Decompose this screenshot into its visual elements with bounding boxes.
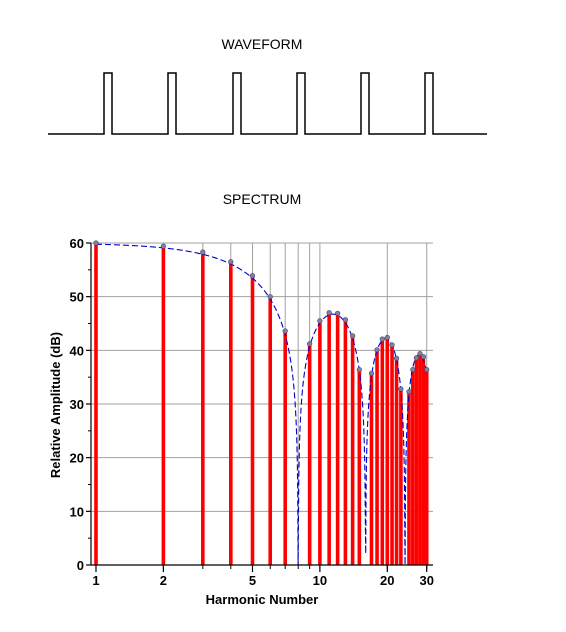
plot-area: 0 10 20 30 40 50 60 1 2 5 10 20 30 bbox=[70, 236, 434, 588]
y-tick-label: 40 bbox=[70, 343, 84, 358]
y-tick-label: 50 bbox=[70, 290, 84, 305]
point-harmonic-9 bbox=[307, 341, 313, 347]
y-axis-title: Relative Amplitude (dB) bbox=[48, 332, 63, 478]
bar-harmonic-21 bbox=[390, 344, 394, 565]
bar-harmonic-25 bbox=[407, 391, 411, 565]
bar-harmonic-28 bbox=[418, 353, 422, 565]
point-harmonic-22 bbox=[393, 355, 400, 361]
bar-harmonic-29 bbox=[421, 356, 426, 565]
x-tick-label: 5 bbox=[249, 573, 256, 588]
bar-harmonic-11 bbox=[327, 312, 331, 565]
point-harmonic-26 bbox=[410, 367, 416, 373]
bar-harmonic-22 bbox=[394, 358, 399, 565]
bar-harmonic-10 bbox=[318, 320, 322, 565]
x-tick-labels: 1 2 5 10 20 30 bbox=[92, 573, 434, 588]
point-harmonic-3 bbox=[200, 249, 206, 255]
point-harmonic-11 bbox=[326, 310, 332, 316]
bar-harmonic-3 bbox=[201, 252, 205, 565]
bars bbox=[94, 243, 429, 565]
point-harmonic-19 bbox=[379, 336, 385, 342]
x-tick-label: 20 bbox=[380, 573, 394, 588]
waveform-trace bbox=[48, 72, 487, 135]
y-tick-label: 30 bbox=[70, 397, 84, 412]
bar-harmonic-18 bbox=[375, 349, 379, 565]
bar-harmonic-5 bbox=[250, 275, 255, 565]
point-harmonic-5 bbox=[249, 273, 256, 279]
point-harmonic-29 bbox=[420, 354, 427, 360]
bar-harmonic-20 bbox=[385, 337, 390, 565]
chart-title: SPECTRUM bbox=[223, 191, 302, 207]
bar-harmonic-30 bbox=[424, 369, 429, 565]
point-harmonic-28 bbox=[417, 350, 423, 357]
point-harmonic-20 bbox=[384, 334, 390, 341]
bar-harmonic-4 bbox=[228, 261, 233, 565]
bar-harmonic-13 bbox=[343, 319, 348, 565]
waveform-title: WAVEFORM bbox=[222, 36, 303, 52]
point-harmonic-15 bbox=[356, 367, 362, 373]
y-tick-labels: 0 10 20 30 40 50 60 bbox=[70, 236, 84, 573]
point-harmonic-10 bbox=[317, 318, 323, 324]
y-tick-label: 60 bbox=[70, 236, 84, 251]
y-tick-label: 0 bbox=[77, 558, 84, 573]
bar-harmonic-2 bbox=[161, 246, 166, 565]
bar-harmonic-7 bbox=[283, 331, 288, 565]
bar-harmonic-1 bbox=[94, 243, 98, 565]
y-tick-label: 20 bbox=[70, 451, 84, 466]
bar-harmonic-19 bbox=[380, 339, 385, 565]
point-harmonic-13 bbox=[342, 317, 349, 323]
point-harmonic-7 bbox=[282, 328, 288, 334]
bar-harmonic-6 bbox=[268, 296, 273, 565]
bar-harmonic-26 bbox=[411, 369, 415, 565]
point-harmonic-17 bbox=[368, 370, 375, 377]
bar-harmonic-14 bbox=[350, 335, 355, 565]
point-harmonic-12 bbox=[335, 310, 341, 316]
point-harmonic-14 bbox=[350, 333, 356, 339]
y-tick-label: 10 bbox=[70, 504, 84, 519]
data-points bbox=[93, 240, 430, 395]
x-tick-label: 2 bbox=[160, 573, 167, 588]
bar-harmonic-23 bbox=[399, 388, 403, 565]
bar-harmonic-15 bbox=[357, 369, 362, 565]
axes bbox=[86, 242, 433, 572]
envelope-curve bbox=[95, 243, 428, 566]
x-tick-label: 10 bbox=[313, 573, 327, 588]
point-harmonic-6 bbox=[267, 294, 273, 300]
point-harmonic-2 bbox=[160, 243, 166, 249]
point-harmonic-25 bbox=[406, 389, 412, 395]
point-harmonic-27 bbox=[413, 355, 420, 361]
point-harmonic-1 bbox=[93, 240, 99, 246]
bar-harmonic-9 bbox=[307, 343, 312, 565]
x-axis-title: Harmonic Number bbox=[206, 592, 319, 607]
point-harmonic-18 bbox=[374, 347, 380, 353]
point-harmonic-4 bbox=[228, 259, 234, 265]
point-harmonic-21 bbox=[389, 342, 395, 348]
bar-harmonic-27 bbox=[414, 357, 419, 565]
point-harmonic-23 bbox=[398, 386, 404, 392]
x-tick-label: 30 bbox=[419, 573, 433, 588]
x-tick-label: 1 bbox=[92, 573, 99, 588]
bar-harmonic-17 bbox=[369, 373, 374, 565]
point-harmonic-30 bbox=[424, 367, 430, 373]
bar-harmonic-12 bbox=[335, 313, 340, 565]
